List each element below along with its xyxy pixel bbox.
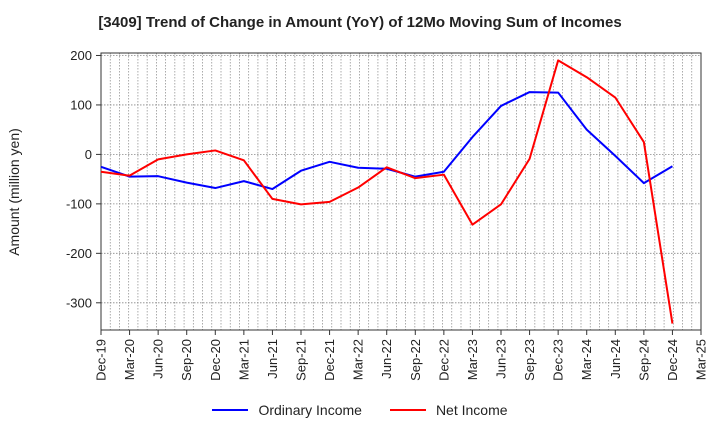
x-tick-label: Jun-23 bbox=[494, 339, 509, 379]
legend-swatch bbox=[212, 409, 249, 411]
y-tick-label: 0 bbox=[85, 147, 92, 162]
x-tick-label: Mar-25 bbox=[694, 339, 709, 380]
x-tick-label: Dec-24 bbox=[665, 339, 680, 381]
x-tick-label: Mar-21 bbox=[236, 339, 251, 380]
legend-label: Net Income bbox=[435, 402, 508, 418]
legend-swatch bbox=[389, 409, 426, 411]
series-line-ordinary-income bbox=[100, 91, 673, 191]
y-tick-label: -200 bbox=[66, 246, 92, 261]
chart-title: [3409] Trend of Change in Amount (YoY) o… bbox=[98, 14, 622, 31]
series-line-net-income bbox=[100, 59, 674, 324]
x-tick-label: Sep-22 bbox=[408, 339, 423, 381]
x-tick-label: Sep-20 bbox=[179, 339, 194, 381]
x-tick-label: Dec-23 bbox=[551, 339, 566, 381]
plot-frame bbox=[100, 52, 702, 331]
x-tick-label: Jun-22 bbox=[379, 339, 394, 379]
legend-item: Ordinary Income bbox=[212, 402, 362, 418]
x-tick-label: Jun-21 bbox=[265, 339, 280, 379]
x-tick-label: Dec-19 bbox=[94, 339, 109, 381]
x-tick-label: Mar-23 bbox=[465, 339, 480, 380]
legend-label: Ordinary Income bbox=[258, 402, 362, 418]
x-tick-label: Dec-20 bbox=[208, 339, 223, 381]
x-tick-label: Sep-24 bbox=[636, 339, 651, 381]
y-tick-label: 100 bbox=[70, 97, 92, 112]
y-tick-label: 200 bbox=[70, 48, 92, 63]
x-tick-label: Dec-22 bbox=[436, 339, 451, 381]
x-tick-label: Dec-21 bbox=[322, 339, 337, 381]
x-tick-label: Jun-20 bbox=[151, 339, 166, 379]
x-tick-label: Sep-21 bbox=[294, 339, 309, 381]
x-tick-label: Sep-23 bbox=[522, 339, 537, 381]
x-tick-label: Mar-20 bbox=[122, 339, 137, 380]
x-tick-label: Jun-24 bbox=[608, 339, 623, 379]
x-tick-label: Mar-22 bbox=[351, 339, 366, 380]
y-tick-label: -100 bbox=[66, 196, 92, 211]
y-tick-label: -300 bbox=[66, 295, 92, 310]
legend: Ordinary Income Net Income bbox=[0, 402, 720, 418]
legend-item: Net Income bbox=[389, 402, 508, 418]
x-tick-label: Mar-24 bbox=[579, 339, 594, 380]
